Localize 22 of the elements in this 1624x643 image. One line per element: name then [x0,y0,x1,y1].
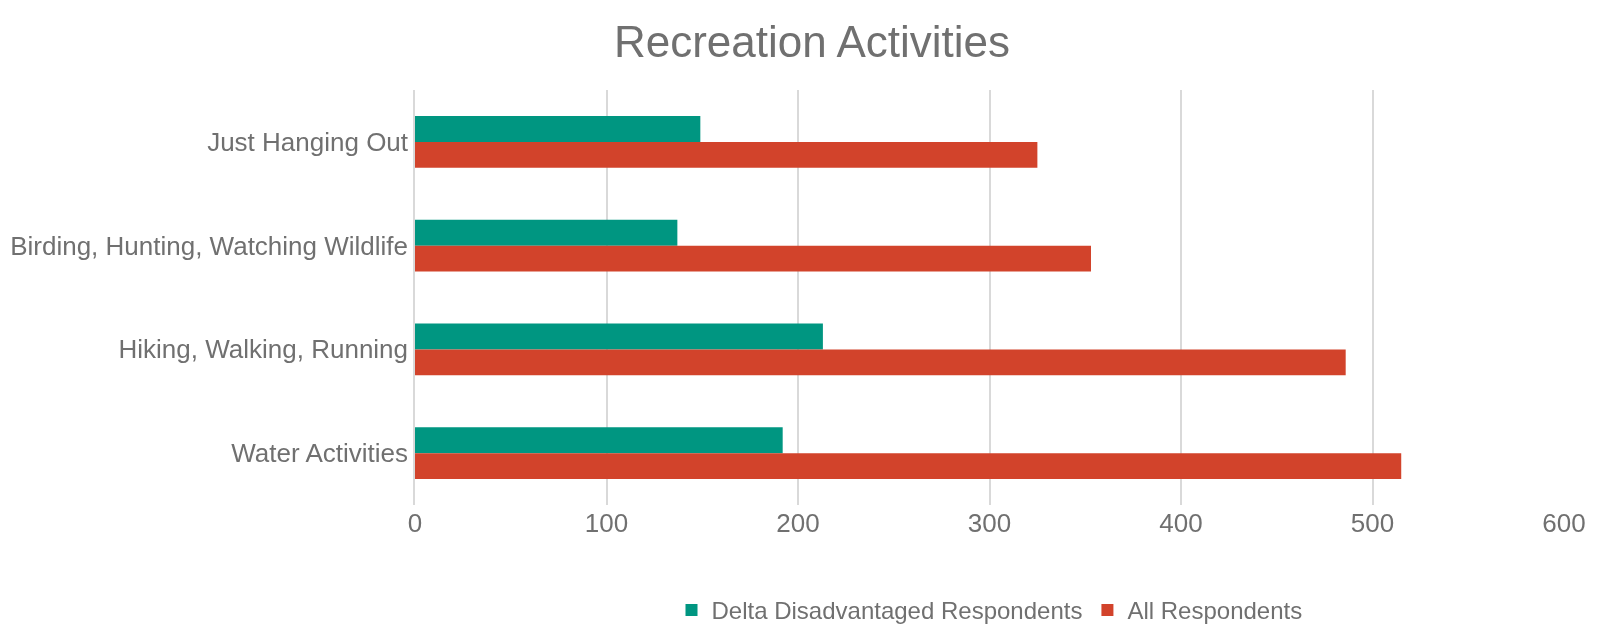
legend-label: Delta Disadvantaged Respondents [711,597,1083,625]
y-tick-label: Just Hanging Out [207,126,409,157]
bar [415,349,1346,376]
legend-label: All Respondents [1127,597,1303,625]
y-tick-label: Birding, Hunting, Watching Wildlife [10,230,409,261]
x-tick-label: 600 [1542,508,1586,538]
bar [415,245,1091,272]
bar [415,115,701,142]
bar [415,427,783,454]
bar [415,219,678,246]
y-tick-label: Hiking, Walking, Running [118,334,409,365]
bar [415,323,823,350]
x-tick-label: 200 [776,508,820,538]
x-tick-label: 0 [407,508,423,538]
x-tick-label: 500 [1350,508,1395,538]
chart-title: Recreation Activities [613,16,1011,66]
x-tick-label: 100 [584,508,629,538]
bar [415,453,1402,480]
y-tick-label: Water Activities [231,438,409,469]
x-tick-label: 300 [967,508,1012,538]
x-tick-label: 400 [1159,508,1203,538]
bar [415,141,1038,168]
